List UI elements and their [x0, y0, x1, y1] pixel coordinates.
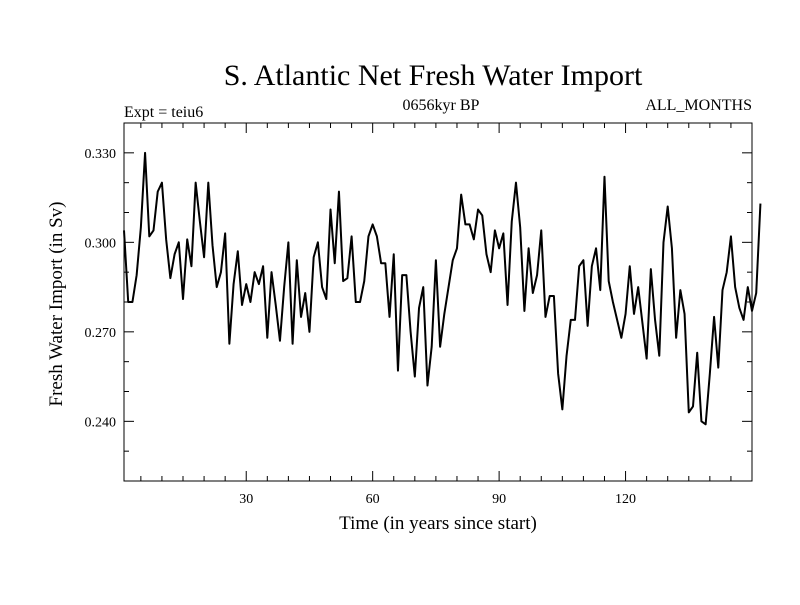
chart-title: S. Atlantic Net Fresh Water Import	[224, 59, 643, 92]
y-axis-label: Fresh Water Import (in Sv)	[46, 202, 67, 407]
months-label: ALL_MONTHS	[645, 97, 752, 114]
x-axis-label: Time (in years since start)	[339, 513, 537, 534]
y-tick-label: 0.240	[85, 415, 117, 430]
series-layer	[123, 151, 762, 426]
x-tick-label: 30	[239, 492, 253, 507]
experiment-label: Expt = teiu6	[124, 104, 203, 121]
axis-ticks: 30 60 90 120 0.240 0.270 0.300 0.330	[85, 122, 753, 507]
x-tick-label: 60	[366, 492, 380, 507]
x-tick-label: 120	[615, 492, 636, 507]
x-tick-label: 90	[492, 492, 506, 507]
plot-area-frame	[123, 122, 753, 482]
period-label: 0656kyr BP	[403, 97, 480, 114]
y-tick-label: 0.330	[85, 147, 117, 162]
y-tick-label: 0.300	[85, 236, 117, 251]
series-line	[123, 151, 762, 426]
y-tick-label: 0.270	[85, 326, 117, 341]
